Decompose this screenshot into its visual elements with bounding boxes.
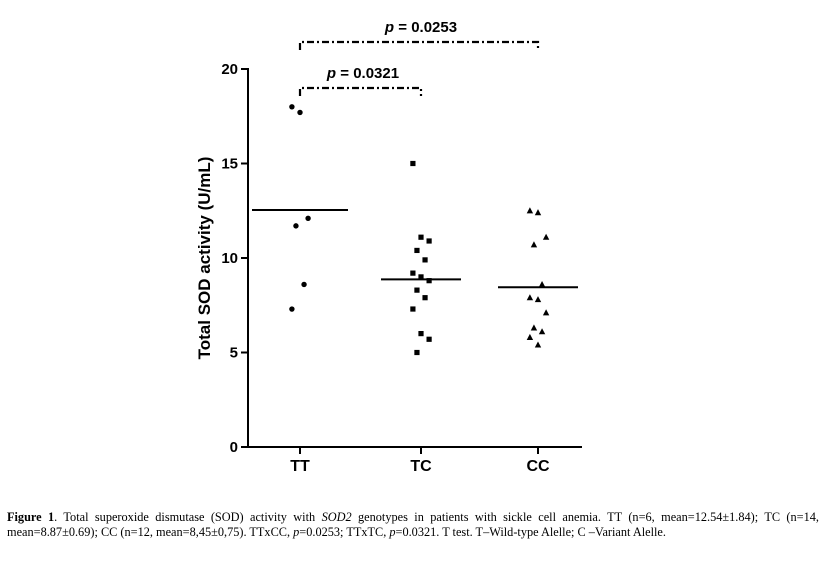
data-point-cc (526, 333, 534, 340)
data-point-tt (305, 215, 311, 222)
x-axis: TT TC CC (247, 446, 582, 475)
y-tick-label: 0 (230, 439, 238, 456)
x-tick-label: TT (290, 458, 310, 475)
data-point-tt (301, 281, 307, 288)
y-tick-label: 5 (230, 345, 238, 362)
caption-figure-label: Figure 1 (7, 510, 55, 524)
y-tick-label: 20 (221, 61, 238, 78)
figure-caption: Figure 1. Total superoxide dismutase (SO… (7, 510, 819, 540)
data-point-tc (410, 160, 416, 167)
data-point-cc (538, 328, 546, 335)
significance-brackets: p = 0.0321 p = 0.0253 (298, 19, 540, 96)
y-tick-label: 10 (221, 250, 238, 267)
data-point-cc (534, 296, 542, 303)
significance-bracket (298, 86, 423, 96)
data-point-tt (289, 306, 295, 312)
scatter-chart: 0 5 10 15 20 TT TC CC p = 0.0321 p = 0.0253 Tot… (195, 19, 582, 475)
data-point-tc (426, 238, 432, 244)
data-point-cc (538, 280, 546, 288)
data-point-tc (410, 270, 416, 276)
data-point-tc (418, 274, 424, 280)
y-tick-label: 15 (221, 156, 238, 173)
caption-p-symbol-1: p (293, 525, 300, 539)
data-point-tc (418, 234, 424, 240)
data-point-cc (530, 241, 538, 248)
data-points (289, 104, 550, 356)
data-point-cc (530, 324, 538, 331)
mean-lines (252, 208, 578, 289)
y-axis: 0 5 10 15 20 (221, 61, 249, 456)
caption-text-1: . Total superoxide dismutase (SOD) activ… (54, 510, 322, 524)
data-point-tt (293, 223, 299, 229)
data-point-cc (526, 294, 534, 301)
data-point-tc (418, 331, 424, 337)
caption-p-symbol-2: p (389, 525, 396, 539)
y-axis-label: Total SOD activity (U/mL) (195, 157, 214, 360)
data-point-cc (526, 207, 534, 214)
data-point-tc (414, 247, 420, 254)
data-point-cc (542, 233, 550, 240)
data-point-cc (542, 309, 550, 316)
p-value-label: p = 0.0253 (384, 19, 457, 36)
data-point-tc (426, 278, 432, 284)
x-tick-label: TC (410, 458, 432, 475)
data-point-tt (297, 109, 303, 116)
data-point-tc (414, 349, 420, 356)
data-point-tc (410, 306, 416, 312)
caption-text-2: genotypes in patients with sickle cell a… (7, 510, 819, 539)
p-value-label: p = 0.0321 (326, 65, 399, 82)
data-point-tc (422, 257, 428, 263)
data-point-tc (426, 336, 432, 342)
data-point-tc (414, 287, 420, 293)
data-point-tc (422, 295, 428, 301)
data-point-cc (534, 341, 542, 348)
x-tick-label: CC (526, 458, 550, 475)
caption-gene: SOD2 (321, 510, 352, 524)
caption-text-4: =0.0321. T test. T–Wild-type Alelle; C –… (395, 525, 666, 539)
significance-bracket (298, 40, 540, 50)
caption-text-3: =0.0253; TTxTC, (299, 525, 390, 539)
data-point-cc (534, 209, 542, 216)
data-point-tt (289, 104, 295, 110)
